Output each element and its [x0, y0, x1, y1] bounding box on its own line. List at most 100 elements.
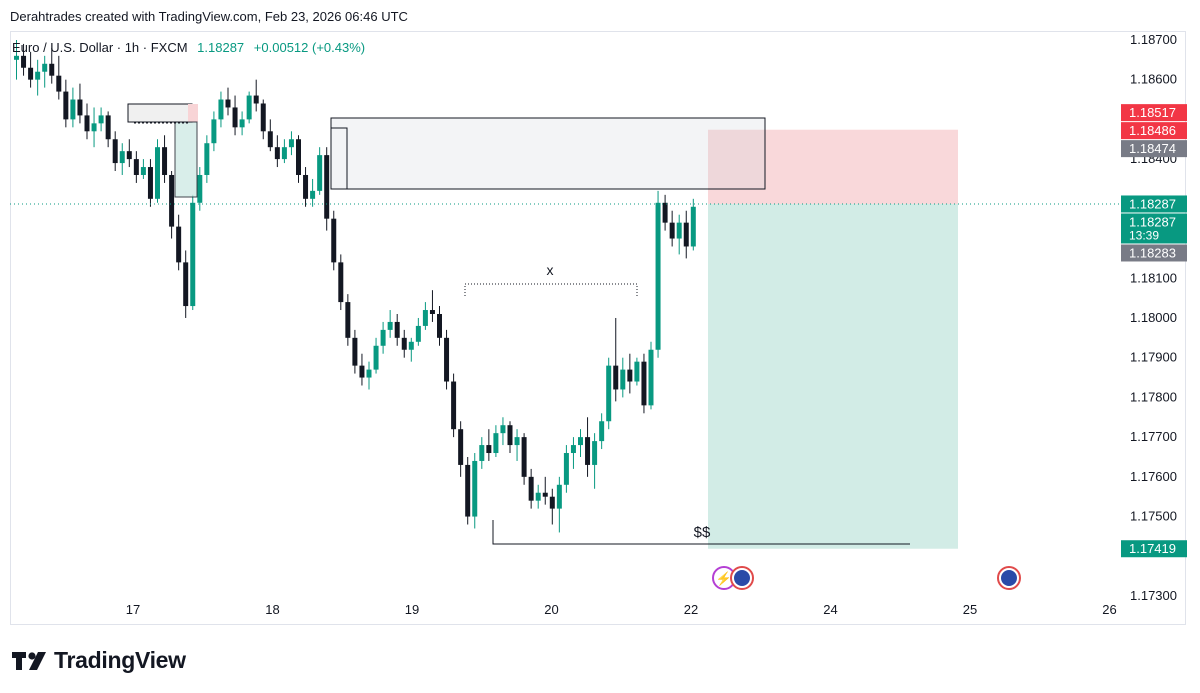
candle-body	[648, 349, 654, 406]
candle-body	[444, 337, 450, 382]
symbol-legend[interactable]: Euro / U.S. Dollar · 1h · FXCM 1.18287 +…	[12, 40, 365, 55]
economic-event-icon[interactable]	[730, 566, 754, 590]
candle	[683, 210, 689, 259]
candle	[373, 337, 379, 374]
candle	[528, 468, 534, 509]
candle-body	[140, 167, 146, 175]
candle-body	[352, 337, 358, 366]
candle-body	[472, 460, 478, 517]
price-tag-bg	[1121, 140, 1187, 158]
candle-body	[422, 310, 428, 326]
candle-body	[70, 99, 76, 120]
candle	[84, 103, 90, 140]
price-tag: 1.18486	[1121, 122, 1187, 140]
candle-body	[521, 437, 527, 477]
time-tick-label: 20	[544, 602, 558, 617]
candle-body	[627, 369, 633, 382]
candle-body	[408, 341, 414, 350]
candle	[98, 107, 104, 132]
candle	[563, 445, 569, 493]
candle	[140, 159, 146, 179]
earnings-event-icon[interactable]: ⚡	[712, 566, 736, 590]
candle	[49, 47, 55, 84]
candle	[274, 135, 280, 168]
candle-body	[14, 55, 19, 60]
drawings-layer: x $$	[10, 103, 1120, 545]
price-tag-bg	[1121, 122, 1187, 140]
candle-body	[359, 365, 365, 378]
economic-event-icon[interactable]	[997, 566, 1021, 590]
candle-body	[197, 174, 203, 203]
candle-body	[599, 421, 605, 442]
candle-body	[366, 369, 372, 378]
candle-body	[91, 123, 97, 132]
candle-body	[296, 139, 301, 175]
candle	[345, 294, 351, 346]
price-tag-bg	[1121, 195, 1187, 213]
time-tick-label: 19	[405, 602, 419, 617]
candle-body	[77, 99, 83, 116]
price-tick-label: 1.17700	[1130, 429, 1177, 444]
candle-body	[500, 425, 506, 434]
candle-body	[324, 155, 330, 219]
candle-body	[451, 381, 457, 430]
candle-body	[211, 119, 217, 144]
candle-body	[345, 302, 351, 338]
candle-body	[112, 139, 118, 164]
candle	[176, 214, 182, 271]
candle-body	[641, 361, 647, 406]
candle-body	[42, 63, 48, 72]
candle	[77, 83, 83, 124]
candle	[592, 433, 598, 489]
price-tag: 1.18517	[1121, 104, 1187, 122]
candle	[641, 353, 647, 414]
candle	[676, 214, 682, 255]
candle	[246, 91, 252, 124]
candle	[387, 310, 393, 338]
candle	[105, 111, 111, 148]
candle-body	[176, 226, 182, 263]
candle-body	[204, 143, 210, 175]
time-tick-label: 26	[1102, 602, 1116, 617]
candle-body	[429, 310, 435, 314]
candle-body	[155, 147, 160, 199]
candle	[627, 353, 633, 394]
candle-body	[317, 155, 323, 191]
candle-body	[133, 159, 139, 175]
candle-body	[676, 222, 682, 239]
candle-body	[162, 147, 168, 175]
candle-body	[514, 437, 520, 446]
symbol-name[interactable]: Euro / U.S. Dollar · 1h · FXCM	[12, 40, 188, 55]
candle-body	[56, 75, 62, 92]
candle	[14, 39, 19, 80]
small-zone-target	[174, 121, 198, 198]
candle-body	[190, 202, 196, 307]
candle	[119, 143, 125, 175]
candle	[338, 254, 344, 311]
candle	[514, 429, 520, 461]
candle	[493, 425, 499, 457]
candle	[211, 111, 217, 152]
candle	[620, 357, 626, 398]
price-tick-label: 1.17900	[1130, 350, 1177, 365]
candle	[169, 171, 175, 239]
tradingview-logo[interactable]: TradingView	[12, 647, 186, 674]
price-tick-label: 1.18100	[1130, 270, 1177, 285]
chart-pane[interactable]	[10, 31, 1186, 625]
candle-body	[232, 107, 238, 128]
candle-body	[493, 433, 499, 454]
candle-body	[690, 206, 696, 247]
candle	[465, 456, 471, 525]
candle	[479, 437, 485, 469]
candle-body	[281, 147, 287, 160]
candle-body	[119, 151, 125, 164]
position-zones	[708, 129, 958, 549]
price-tag: 1.17419	[1121, 540, 1187, 558]
candle-body	[225, 99, 231, 108]
candle-body	[98, 115, 104, 124]
candle	[225, 87, 231, 116]
candle-body	[592, 441, 598, 465]
candle-body	[507, 425, 513, 446]
candle	[507, 421, 513, 454]
